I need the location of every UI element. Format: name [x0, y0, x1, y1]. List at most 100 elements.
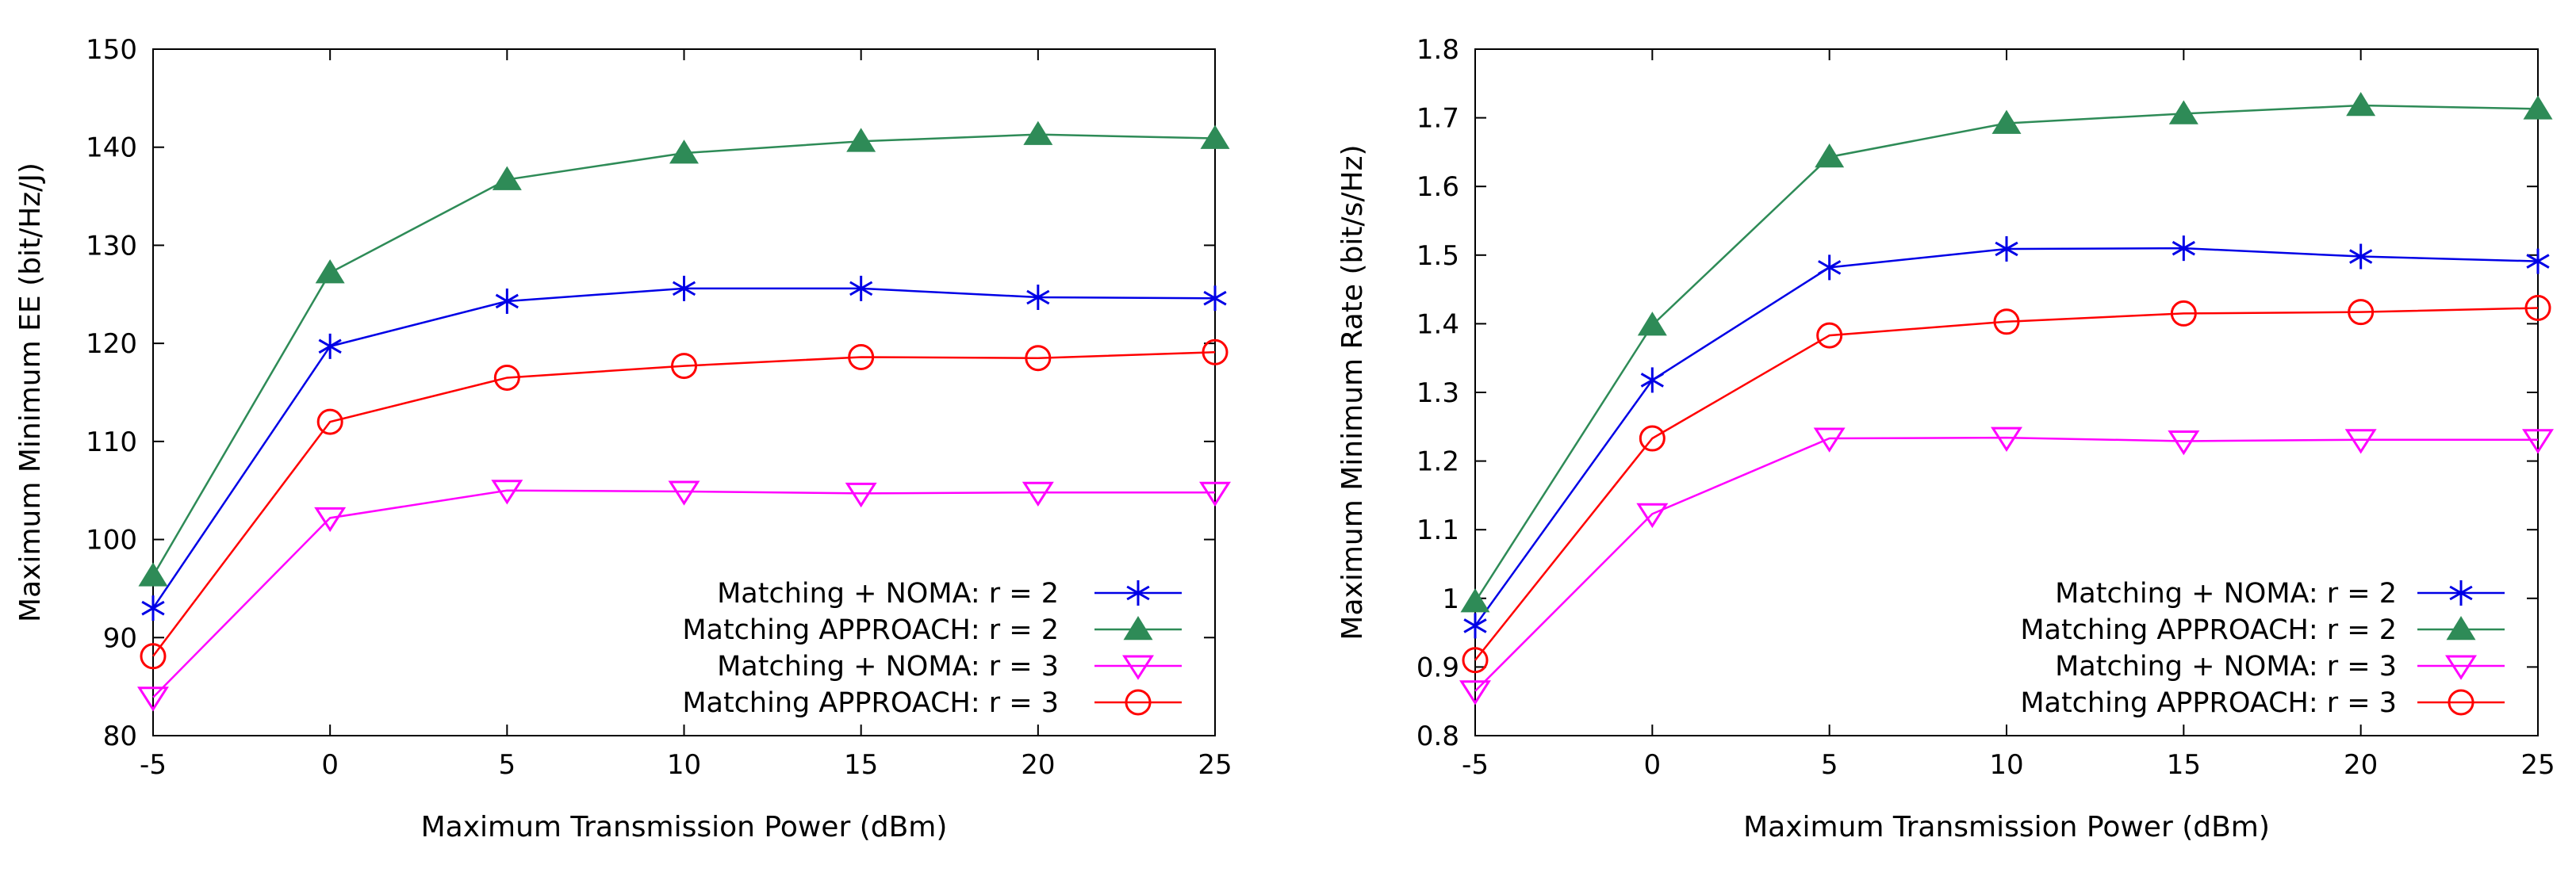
data-point — [1636, 503, 1669, 529]
data-point — [1203, 285, 1227, 312]
data-point — [1991, 109, 2022, 134]
chart-1: -5 0 5 10 15 20 25 80 90 100 110 120 130 140 150 Maximu… — [14, 34, 1232, 843]
data-point — [1202, 338, 1229, 365]
series-line — [1474, 436, 2538, 692]
data-point — [137, 687, 169, 712]
data-point — [671, 353, 697, 380]
data-point — [1026, 284, 1050, 310]
x-tick-label: 15 — [844, 749, 878, 781]
data-point — [1025, 345, 1052, 372]
data-point — [1200, 124, 1230, 149]
legend-entry: Matching + NOMA: r = 2 — [2055, 578, 2505, 610]
x-tick-label: 0 — [321, 749, 339, 781]
series-noma-r2 — [1463, 235, 2550, 639]
data-point — [318, 333, 342, 359]
data-point — [1023, 120, 1053, 145]
series-noma-r2 — [141, 275, 1227, 621]
legend-entry: Matching + NOMA: r = 3 — [2055, 651, 2505, 683]
x-axis-title: Maximum Transmission Power (dBm) — [421, 811, 948, 843]
legend-label: Matching APPROACH: r = 2 — [682, 614, 1059, 646]
x-tick-label: 15 — [2167, 749, 2201, 781]
legend-marker — [2448, 689, 2474, 716]
data-point — [1818, 254, 1842, 281]
data-point — [2524, 294, 2551, 321]
legend-label: Matching APPROACH: r = 3 — [682, 687, 1059, 719]
series-approach-r3 — [1462, 294, 2551, 674]
y-tick-label: 1.2 — [1416, 446, 1459, 478]
legend-entry: Matching APPROACH: r = 2 — [682, 614, 1182, 646]
data-point — [140, 643, 167, 670]
y-tick-label: 1.7 — [1416, 103, 1459, 135]
data-point — [1637, 312, 1667, 336]
y-tick-label: 0.8 — [1416, 721, 1459, 752]
y-axis-title: Maximum Minimum Rate (bit/s/Hz) — [1336, 144, 1369, 640]
series-line — [151, 287, 1216, 609]
legend-marker — [1123, 616, 1153, 641]
data-point — [315, 259, 345, 284]
data-point — [1460, 588, 1490, 613]
data-point — [2522, 429, 2554, 454]
data-point — [495, 288, 519, 314]
legend-entry: Matching APPROACH: r = 2 — [2020, 614, 2505, 646]
series-line — [152, 351, 1216, 657]
legend-label: Matching APPROACH: r = 3 — [2020, 687, 2397, 719]
data-point — [141, 595, 165, 621]
data-point — [1199, 481, 1231, 507]
y-tick-label: 100 — [86, 525, 137, 556]
legend-marker — [1125, 689, 1152, 716]
data-point — [138, 562, 168, 587]
x-tick-label: 20 — [1021, 749, 1055, 781]
data-point — [1639, 425, 1666, 452]
data-point — [1991, 426, 2022, 452]
legend-label: Matching APPROACH: r = 2 — [2020, 614, 2397, 646]
data-point — [1995, 236, 2018, 262]
y-tick-label: 1.3 — [1416, 377, 1459, 409]
x-tick-label: 25 — [2520, 749, 2555, 781]
legend-marker — [1126, 580, 1150, 606]
series-line — [1474, 104, 2539, 602]
legend-label: Matching + NOMA: r = 3 — [717, 651, 1059, 683]
legend-entry: Matching + NOMA: r = 2 — [717, 578, 1182, 610]
data-point — [2172, 235, 2195, 262]
data-point — [2170, 300, 2197, 327]
legend-entry: Matching APPROACH: r = 3 — [2020, 687, 2505, 719]
x-tick-label: -5 — [1462, 749, 1489, 781]
data-point — [1022, 481, 1054, 507]
data-point — [492, 166, 522, 190]
legend-label: Matching + NOMA: r = 2 — [2055, 578, 2397, 610]
data-point — [1459, 680, 1491, 706]
x-tick-label: 5 — [1821, 749, 1838, 781]
x-axis-title: Maximum Transmission Power (dBm) — [1743, 811, 2270, 843]
y-axis-title: Maximum Minimum EE (bit/Hz/J) — [14, 163, 47, 622]
data-point — [672, 275, 696, 301]
legend-label: Matching + NOMA: r = 3 — [2055, 651, 2397, 683]
data-point — [316, 408, 343, 435]
x-tick-label: 5 — [499, 749, 516, 781]
data-point — [1463, 613, 1487, 639]
legend-marker — [2445, 655, 2477, 680]
y-tick-label: 140 — [86, 132, 137, 164]
data-point — [2168, 430, 2200, 456]
data-point — [2346, 92, 2376, 117]
data-point — [1462, 647, 1489, 674]
legend-marker — [2449, 580, 2473, 606]
legend-entry: Matching APPROACH: r = 3 — [682, 687, 1182, 719]
data-point — [2523, 95, 2553, 120]
y-tick-label: 80 — [103, 721, 137, 752]
data-point — [1993, 308, 2020, 335]
data-point — [1640, 367, 1664, 393]
series-noma-r3 — [137, 480, 1231, 712]
x-tick-label: 10 — [667, 749, 701, 781]
series-approach-r2 — [138, 120, 1230, 587]
data-point — [2168, 100, 2198, 124]
data-point — [1813, 427, 1846, 453]
chart-2: -5 0 5 10 15 20 25 0.8 0.9 1 1.1 1.2 1.3 1.4 1.5 1.6 1.7… — [1336, 34, 2555, 843]
y-tick-label: 130 — [86, 230, 137, 262]
series-line — [152, 489, 1215, 698]
y-tick-label: 90 — [103, 622, 137, 654]
data-point — [491, 480, 523, 505]
legend-label: Matching + NOMA: r = 2 — [717, 578, 1059, 610]
data-point — [2348, 299, 2375, 326]
data-point — [2344, 429, 2377, 454]
